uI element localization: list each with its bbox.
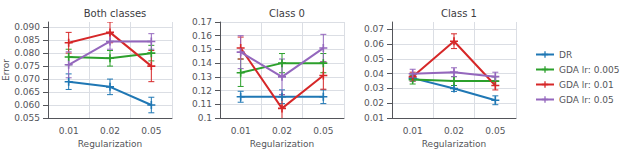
svg-text:0.085: 0.085 [14,35,40,45]
svg-text:0.01: 0.01 [59,126,79,136]
svg-text:Regularization: Regularization [422,139,487,149]
svg-text:0.060: 0.060 [14,100,40,110]
svg-text:0.14: 0.14 [192,58,212,68]
svg-text:0.080: 0.080 [14,48,40,58]
svg-text:0.1: 0.1 [198,113,212,123]
svg-text:Class 1: Class 1 [441,8,477,19]
svg-text:Both classes: Both classes [84,8,147,19]
svg-text:0.01: 0.01 [403,126,423,136]
svg-text:GDA lr: 0.05: GDA lr: 0.05 [559,95,614,105]
svg-text:GDA lr: 0.005: GDA lr: 0.005 [559,65,619,75]
svg-text:0.070: 0.070 [14,74,40,84]
svg-text:0.02: 0.02 [100,126,120,136]
svg-text:0.075: 0.075 [14,61,40,71]
svg-text:0.055: 0.055 [14,113,40,123]
svg-text:0.03: 0.03 [364,83,384,93]
svg-text:0.01: 0.01 [364,113,384,123]
svg-text:DR: DR [559,50,572,60]
svg-text:0.01: 0.01 [231,126,251,136]
svg-text:0.15: 0.15 [192,44,212,54]
svg-text:0.02: 0.02 [444,126,464,136]
svg-text:0.06: 0.06 [364,39,384,49]
svg-text:Error: Error [1,59,11,81]
svg-text:Regularization: Regularization [78,139,143,149]
svg-text:GDA lr: 0.01: GDA lr: 0.01 [559,80,614,90]
svg-text:0.090: 0.090 [14,22,40,32]
svg-text:0.05: 0.05 [313,126,333,136]
svg-text:0.05: 0.05 [485,126,505,136]
svg-text:Regularization: Regularization [250,139,315,149]
svg-text:0.17: 0.17 [192,17,212,27]
svg-text:0.04: 0.04 [364,69,384,79]
svg-text:0.05: 0.05 [141,126,161,136]
svg-text:0.02: 0.02 [364,98,384,108]
svg-text:0.07: 0.07 [364,24,384,34]
svg-text:0.05: 0.05 [364,54,384,64]
svg-text:Class 0: Class 0 [269,8,305,19]
svg-text:0.12: 0.12 [192,86,212,96]
svg-text:0.065: 0.065 [14,87,40,97]
svg-text:0.13: 0.13 [192,72,212,82]
svg-text:0.16: 0.16 [192,31,212,41]
svg-text:0.11: 0.11 [192,99,212,109]
svg-text:0.02: 0.02 [272,126,292,136]
